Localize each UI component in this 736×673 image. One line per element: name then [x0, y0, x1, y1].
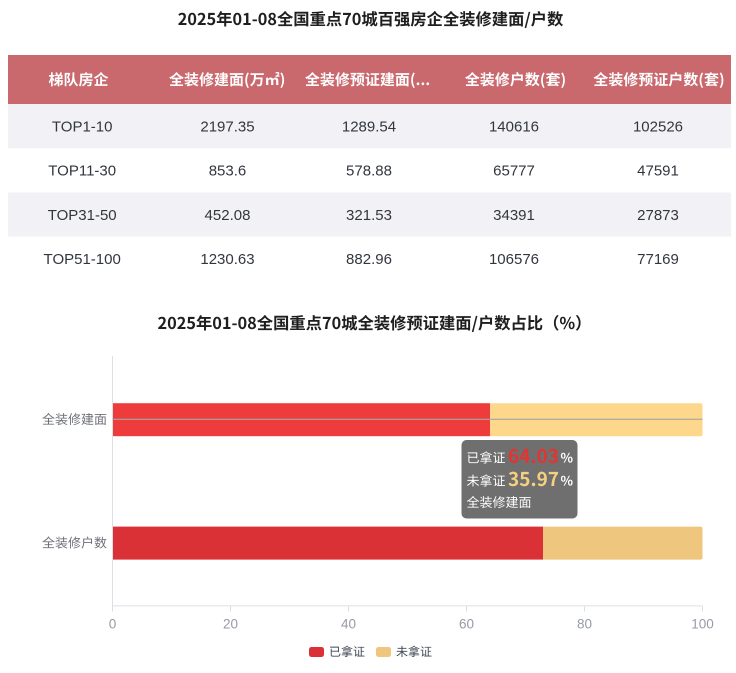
svg-text:34391: 34391 [493, 207, 535, 224]
svg-text:20: 20 [223, 616, 238, 631]
svg-text:60: 60 [459, 616, 474, 631]
svg-text:853.6: 853.6 [209, 163, 247, 180]
svg-text:65777: 65777 [493, 163, 535, 180]
svg-text:77169: 77169 [637, 251, 679, 268]
svg-text:0: 0 [109, 616, 117, 631]
svg-text:452.08: 452.08 [205, 207, 251, 224]
svg-text:140616: 140616 [489, 118, 539, 135]
svg-text:321.53: 321.53 [346, 207, 392, 224]
svg-text:47591: 47591 [637, 163, 679, 180]
svg-text:2197.35: 2197.35 [200, 118, 254, 135]
svg-text:106576: 106576 [489, 251, 539, 268]
svg-text:102526: 102526 [633, 118, 683, 135]
svg-text:27873: 27873 [637, 207, 679, 224]
svg-text:1230.63: 1230.63 [200, 251, 254, 268]
svg-text:TOP1-10: TOP1-10 [52, 118, 113, 135]
svg-text:882.96: 882.96 [346, 251, 392, 268]
svg-text:40: 40 [341, 616, 356, 631]
svg-text:TOP11-30: TOP11-30 [48, 163, 116, 180]
svg-text:TOP31-50: TOP31-50 [48, 207, 117, 224]
svg-text:578.88: 578.88 [346, 163, 392, 180]
svg-text:80: 80 [577, 616, 592, 631]
svg-text:100: 100 [691, 616, 714, 631]
svg-text:1289.54: 1289.54 [342, 118, 396, 135]
svg-text:TOP51-100: TOP51-100 [44, 251, 121, 268]
